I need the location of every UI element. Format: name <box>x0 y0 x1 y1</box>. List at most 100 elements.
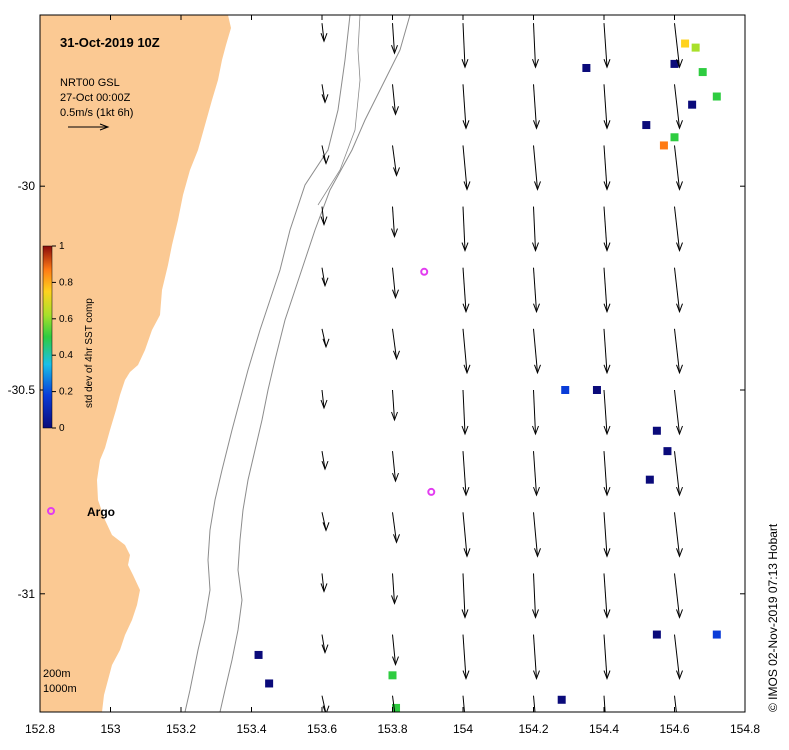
contour-200m <box>184 15 351 712</box>
sst-cell <box>663 447 672 456</box>
current-arrow <box>744 206 745 244</box>
current-arrow <box>744 512 745 550</box>
x-tick-label: 153.4 <box>236 722 266 736</box>
current-arrow <box>603 389 611 436</box>
argo-legend-label: Argo <box>87 505 115 519</box>
colorbar-tick-label: 0.2 <box>59 387 73 398</box>
current-arrow <box>321 695 330 712</box>
depth-legend-200m: 200m <box>43 668 71 680</box>
sst-cell <box>698 68 707 77</box>
current-arrow <box>321 451 329 471</box>
current-arrow <box>320 389 328 410</box>
current-arrow <box>674 145 683 191</box>
current-arrow <box>744 328 745 367</box>
current-arrow <box>674 267 683 314</box>
argo-legend-marker <box>47 507 55 515</box>
scale-arrow <box>68 123 110 131</box>
sst-cell <box>681 39 690 48</box>
current-arrow <box>392 634 399 666</box>
current-arrow <box>391 389 398 422</box>
current-arrow <box>392 267 399 300</box>
colorbar-tick-label: 1 <box>59 241 65 252</box>
current-arrow <box>392 695 396 712</box>
current-arrow <box>603 328 611 375</box>
x-tick-label: 152.8 <box>25 722 55 736</box>
current-arrow <box>674 695 677 712</box>
current-arrow <box>674 573 683 619</box>
current-arrow <box>321 512 330 532</box>
current-arrow <box>462 451 470 497</box>
map-title: 31-Oct-2019 10Z <box>60 35 160 50</box>
sst-cell <box>265 679 274 688</box>
current-arrow <box>603 573 611 619</box>
current-arrow <box>674 512 683 558</box>
current-arrow <box>532 573 539 619</box>
sst-cell <box>388 671 397 680</box>
current-arrow <box>462 84 470 130</box>
current-arrow <box>321 267 329 288</box>
land-mass <box>40 15 231 712</box>
argo-float-marker <box>427 487 436 496</box>
x-tick-label: 153.8 <box>377 722 407 736</box>
sst-cell <box>659 141 668 150</box>
sst-cell <box>582 63 591 72</box>
colorbar-tick-label: 0.6 <box>59 314 73 325</box>
current-arrow <box>533 512 541 558</box>
current-arrow <box>533 634 540 680</box>
current-arrow <box>603 23 611 69</box>
x-tick-label: 154.4 <box>589 722 619 736</box>
colorbar-tick-label: 0.4 <box>59 350 73 361</box>
current-arrow <box>603 145 611 191</box>
current-arrow <box>320 573 328 593</box>
x-tick-label: 153.6 <box>307 722 337 736</box>
y-tick-label: -30 <box>18 179 36 193</box>
current-arrow <box>603 267 611 314</box>
scale-speed-label: 0.5m/s (1kt 6h) <box>60 107 133 119</box>
x-tick-label: 153.2 <box>166 722 196 736</box>
current-arrow <box>392 84 399 116</box>
current-arrow <box>462 695 465 712</box>
x-tick-label: 154.6 <box>659 722 689 736</box>
current-arrow <box>532 23 539 69</box>
current-arrow <box>603 695 606 712</box>
depth-legend-1000m: 1000m <box>43 683 77 695</box>
sst-cell <box>254 650 263 659</box>
sst-cell <box>592 385 601 394</box>
current-arrow <box>533 84 540 130</box>
y-tick-label: -31 <box>18 587 36 601</box>
model-date: 27-Oct 00:00Z <box>60 92 131 104</box>
current-arrow <box>321 84 329 104</box>
current-arrow <box>744 84 745 122</box>
current-arrow <box>392 145 400 177</box>
current-arrow <box>674 84 683 130</box>
current-arrow <box>603 451 611 497</box>
current-arrow <box>391 206 398 238</box>
current-arrow <box>603 206 611 252</box>
colorbar-label: std dev of 4hr SST comp <box>84 298 95 408</box>
current-arrow <box>392 512 400 544</box>
current-arrow <box>320 206 328 226</box>
current-arrow <box>533 695 536 712</box>
sst-cell <box>691 43 700 52</box>
current-arrow <box>603 634 611 680</box>
sst-cell <box>557 695 566 704</box>
current-arrow <box>674 451 683 497</box>
current-arrow <box>462 634 470 680</box>
current-arrow <box>603 84 611 130</box>
current-arrow <box>321 634 329 654</box>
current-arrow <box>462 328 471 375</box>
current-arrow <box>744 573 745 611</box>
current-arrow <box>462 145 471 191</box>
current-arrow <box>321 145 330 165</box>
current-arrow <box>391 23 398 55</box>
colorbar <box>42 245 53 429</box>
sst-cell <box>688 100 697 109</box>
sst-cell <box>670 133 679 142</box>
sst-cell <box>392 703 401 712</box>
sst-cell <box>670 59 679 68</box>
colorbar-ticks: 0 0.2 0.4 0.6 0.8 1 <box>52 241 73 434</box>
current-arrow <box>461 23 469 69</box>
current-arrow <box>744 145 745 183</box>
current-arrow <box>674 23 683 69</box>
